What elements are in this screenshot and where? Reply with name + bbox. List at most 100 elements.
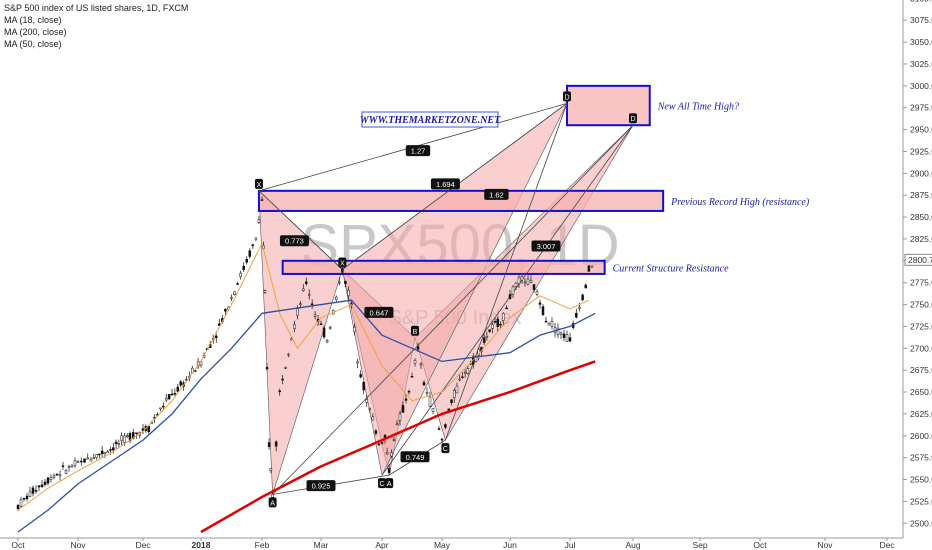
- pattern-point-box: [378, 478, 386, 489]
- candle-body: [544, 320, 548, 323]
- indicator-ma200: MA (200, close): [4, 27, 67, 37]
- candle-body: [440, 438, 444, 441]
- candle-body: [310, 303, 314, 305]
- candle-body: [428, 396, 432, 407]
- candle-body: [267, 442, 271, 448]
- candle-body: [437, 428, 441, 430]
- candle-body: [359, 374, 362, 378]
- candle-body: [176, 386, 180, 392]
- candle-body: [541, 306, 545, 316]
- pattern-point-label: D: [629, 113, 637, 124]
- candle-body: [338, 281, 341, 284]
- ma18-line: [17, 242, 590, 511]
- candle-body: [287, 353, 290, 356]
- pattern-point-label: X: [338, 257, 347, 268]
- candle-body: [529, 280, 533, 283]
- candle-body: [385, 451, 389, 455]
- pattern-point-box: [563, 91, 571, 102]
- candle-body: [581, 294, 584, 301]
- fib-ratio-box: [400, 451, 430, 463]
- candle-body: [538, 302, 542, 305]
- zone-annotation: New All Time High?: [657, 102, 739, 113]
- candle-body: [466, 368, 470, 374]
- indicator-ma50: MA (50, close): [4, 39, 62, 49]
- candle-body: [452, 390, 456, 399]
- candle-body: [404, 398, 408, 401]
- candle-body: [395, 423, 399, 426]
- candle-body: [319, 323, 323, 326]
- candle-body: [263, 290, 267, 293]
- x-tick-label: Jul: [565, 540, 576, 550]
- pattern-leg-line: [445, 103, 568, 441]
- pattern-point-box: [411, 325, 419, 336]
- candle-body: [565, 334, 569, 342]
- site-label: WWW.THEMARKETZONE.NET: [360, 115, 501, 126]
- candle-body: [377, 443, 381, 446]
- candle-body: [590, 265, 594, 268]
- candle-body: [278, 390, 281, 393]
- x-tick-label: Aug: [625, 540, 640, 550]
- pattern-point-box: [629, 113, 637, 124]
- zone-annotation: Current Structure Resistance: [613, 263, 729, 274]
- y-tick-label: 2525.0: [910, 496, 932, 506]
- y-tick-label: 2725.0: [910, 321, 932, 331]
- candle-body: [463, 371, 467, 374]
- x-tick-label: Jun: [503, 540, 517, 550]
- candle-body: [19, 499, 23, 507]
- candle-body: [526, 278, 530, 285]
- pattern-leg-line: [381, 124, 634, 476]
- fib-ratio-box: [364, 306, 394, 318]
- candle-body: [511, 286, 515, 295]
- fib-ratio-box: [279, 235, 309, 247]
- candle-body: [390, 452, 393, 457]
- candle-body: [493, 321, 497, 323]
- candle-body: [257, 219, 261, 223]
- candle-body: [302, 288, 305, 291]
- candle-body: [22, 497, 26, 500]
- y-tick-label: 3100.0: [910, 0, 932, 3]
- fib-ratio-text: 0.749: [406, 453, 425, 462]
- candle-body: [353, 326, 356, 333]
- candle-body: [344, 281, 347, 284]
- candle-body: [86, 457, 89, 460]
- fib-ratio-text: 0.647: [370, 308, 389, 317]
- pattern-point-text: D: [564, 94, 569, 101]
- y-tick-label: 2875.0: [910, 190, 932, 200]
- fib-ratio-label: 1.27: [405, 145, 431, 157]
- candle-body: [135, 432, 138, 435]
- candle-body: [25, 495, 29, 500]
- pattern-point-text: B: [413, 329, 418, 336]
- candle-body: [485, 336, 489, 338]
- candle-body: [559, 332, 563, 335]
- pattern-point-text: D: [630, 116, 635, 123]
- candle-body: [362, 382, 365, 391]
- candle-body: [514, 282, 518, 287]
- candle-body: [117, 443, 121, 445]
- indicator-ma18: MA (18, close): [4, 15, 62, 25]
- x-tick-label: Mar: [314, 540, 329, 550]
- candle-body: [179, 381, 182, 386]
- ma200-line: [200, 360, 596, 534]
- pattern-leg-line: [258, 190, 343, 270]
- candle-body: [248, 250, 252, 257]
- y-tick-label: 2950.0: [910, 125, 932, 135]
- x-tick-label: Dec: [135, 540, 151, 550]
- y-tick-label: 2700.0: [910, 343, 932, 353]
- candle-body: [164, 398, 168, 401]
- fib-ratio-label: 3.007: [531, 240, 561, 252]
- candle-body: [562, 333, 566, 338]
- fib-ratio-label: 1.62: [484, 188, 509, 200]
- candle-body: [114, 441, 118, 444]
- pattern-point-box: [385, 478, 394, 489]
- candle-body: [496, 318, 500, 328]
- pattern-point-text: C: [443, 446, 448, 453]
- candle-body: [419, 363, 423, 366]
- candle-body: [112, 447, 115, 451]
- candle-body: [67, 465, 71, 468]
- pattern-point-label: D: [563, 91, 571, 102]
- fib-ratio-box: [484, 188, 509, 200]
- candle-body: [162, 405, 165, 408]
- candle-body: [89, 459, 93, 462]
- candle-body: [173, 392, 177, 395]
